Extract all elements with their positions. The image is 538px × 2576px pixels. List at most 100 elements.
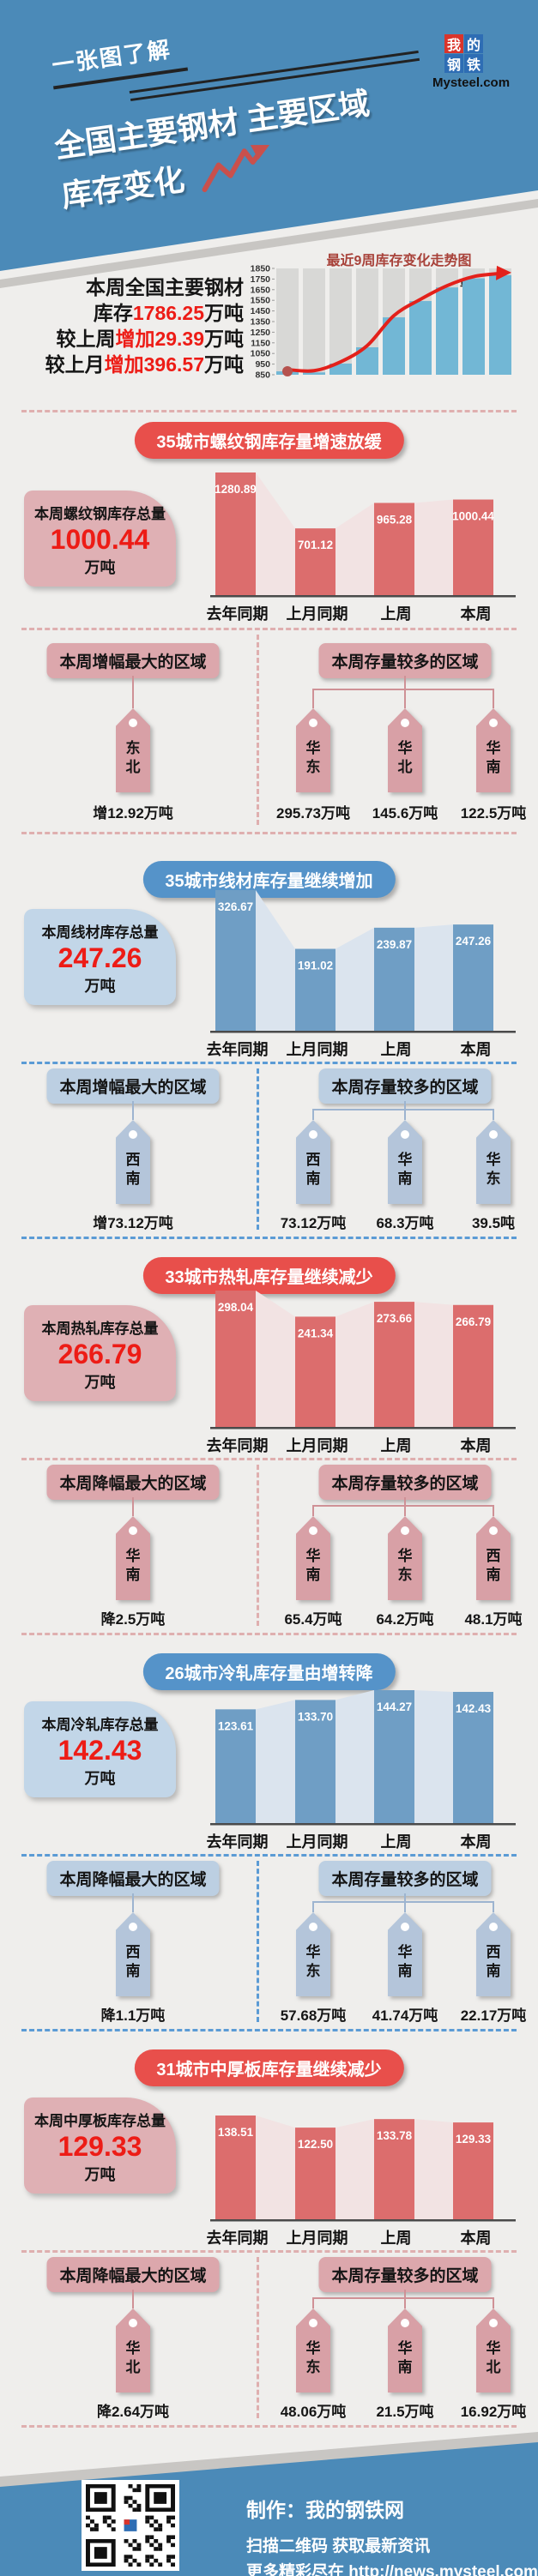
footer: 制作：我的钢铁网 扫描二维码 获取最新资讯 更多精彩尽在 http://news… bbox=[0, 2418, 538, 2576]
region-tag: 西南 bbox=[296, 1120, 330, 1204]
region-value: 48.06万吨 bbox=[280, 2404, 347, 2420]
svg-text:1050: 1050 bbox=[251, 349, 271, 359]
region-tag-shape: 华东 bbox=[296, 708, 330, 792]
footer-scan-hint: 扫描二维码 获取最新资讯 bbox=[246, 2537, 431, 2555]
svg-text:1250: 1250 bbox=[251, 328, 271, 338]
tags-area-separator bbox=[21, 2250, 517, 2253]
summary-line2: 库存1786.25万吨 bbox=[93, 302, 244, 324]
svg-text:1000.44: 1000.44 bbox=[452, 510, 494, 523]
region-tag-label: 华北 bbox=[125, 2340, 141, 2375]
connector-line bbox=[312, 1505, 314, 1516]
svg-text:191.02: 191.02 bbox=[298, 960, 333, 972]
tags-area-divider bbox=[257, 2257, 259, 2418]
section-bar-chart: 138.51 122.50 133.78 129.33 bbox=[210, 2116, 516, 2222]
svg-text:129.33: 129.33 bbox=[456, 2133, 492, 2146]
svg-text:138.51: 138.51 bbox=[218, 2126, 254, 2139]
total-card-title: 本周螺纹钢库存总量 bbox=[34, 506, 166, 522]
region-value: 21.5万吨 bbox=[376, 2404, 434, 2420]
region-tag-shape: 西南 bbox=[476, 1516, 511, 1600]
svg-text:950: 950 bbox=[255, 359, 270, 370]
svg-text:326.67: 326.67 bbox=[218, 900, 253, 913]
tag-hole bbox=[401, 719, 409, 727]
total-card: 本周冷轧库存总量 142.43 万吨 bbox=[24, 1701, 176, 1797]
section-header-pill: 26城市冷轧库存量由增转降 bbox=[142, 1653, 396, 1690]
connector-line bbox=[132, 2290, 134, 2308]
category-label: 本周 bbox=[460, 1041, 492, 1058]
tags-area-divider bbox=[257, 1465, 259, 1626]
section-bar-chart: 123.61 133.70 144.27 142.43 bbox=[210, 1690, 516, 1826]
region-tag-shape: 华南 bbox=[388, 1120, 422, 1204]
tags-area-divider bbox=[257, 1068, 259, 1230]
category-label: 去年同期 bbox=[206, 1041, 269, 1058]
section-hot-rolled: 33城市热轧库存量继续减少 本周热轧库存总量 266.79 万吨 298.04 241.3… bbox=[0, 1257, 538, 1638]
logo-char: 铁 bbox=[464, 54, 483, 73]
section-chart: 123.61 133.70 144.27 142.43 bbox=[209, 1668, 519, 1832]
svg-text:133.78: 133.78 bbox=[377, 2129, 413, 2142]
svg-text:144.27: 144.27 bbox=[377, 1700, 412, 1713]
svg-text:298.04: 298.04 bbox=[218, 1301, 254, 1314]
right-region-label: 本周存量较多的区域 bbox=[318, 1861, 492, 1896]
region-value: 48.1万吨 bbox=[464, 1611, 523, 1628]
svg-text:701.12: 701.12 bbox=[298, 539, 333, 551]
region-tag: 华东 bbox=[388, 1516, 422, 1600]
region-tag-shape: 华南 bbox=[296, 1516, 330, 1600]
region-value: 增12.92万吨 bbox=[93, 805, 173, 822]
tag-hole bbox=[401, 1130, 409, 1139]
section-bar-chart: 298.04 241.34 273.66 266.79 bbox=[210, 1291, 516, 1429]
tags-area-separator bbox=[21, 1854, 517, 1857]
trend-chart-title: 最近9周库存变化走势图 bbox=[326, 254, 472, 268]
connector-rail bbox=[312, 2297, 494, 2299]
region-tag: 华南 bbox=[476, 708, 511, 792]
total-card-value: 247.26 bbox=[57, 942, 142, 973]
svg-text:239.87: 239.87 bbox=[377, 938, 412, 951]
tags-area-separator bbox=[21, 628, 517, 630]
left-region-label: 本周增幅最大的区域 bbox=[46, 643, 220, 678]
connector-line bbox=[132, 1101, 134, 1120]
connector-line bbox=[493, 689, 494, 708]
tags-area-separator bbox=[21, 1062, 517, 1064]
section-header-pill: 35城市线材库存量继续增加 bbox=[142, 861, 396, 898]
tags-area-separator bbox=[21, 1633, 517, 1635]
category-label: 上月同期 bbox=[286, 2230, 348, 2247]
total-card-value: 266.79 bbox=[57, 1339, 142, 1369]
region-tag: 东北 bbox=[116, 708, 150, 792]
total-card-title: 本周中厚板库存总量 bbox=[34, 2113, 166, 2129]
connector-rail bbox=[312, 1505, 494, 1507]
trend-up-arrow-icon bbox=[202, 145, 270, 193]
region-tag: 华南 bbox=[296, 1516, 330, 1600]
svg-text:1850: 1850 bbox=[251, 264, 271, 274]
category-label: 本周 bbox=[460, 1437, 492, 1454]
region-tag: 华南 bbox=[388, 1120, 422, 1204]
qr-code-pattern bbox=[86, 2484, 175, 2567]
category-label: 本周 bbox=[460, 2230, 492, 2247]
region-tag-shape: 华北 bbox=[476, 2308, 511, 2392]
category-label: 去年同期 bbox=[206, 1833, 269, 1851]
tag-hole bbox=[489, 2319, 498, 2327]
section-header-pill: 31城市中厚板库存量继续减少 bbox=[134, 2049, 404, 2086]
region-tag-shape: 东北 bbox=[116, 708, 150, 792]
left-region-label: 本周增幅最大的区域 bbox=[46, 1068, 220, 1104]
connector-line bbox=[312, 1901, 314, 1912]
category-label: 上月同期 bbox=[286, 1437, 348, 1454]
total-card-value: 1000.44 bbox=[50, 524, 150, 555]
section-bar-chart: 326.67 191.02 239.87 247.26 bbox=[210, 890, 516, 1033]
region-tag-label: 西南 bbox=[486, 1548, 501, 1583]
svg-text:1650: 1650 bbox=[251, 285, 271, 295]
svg-text:1550: 1550 bbox=[251, 296, 271, 306]
region-tag: 华东 bbox=[476, 1120, 511, 1204]
left-region-label: 本周降幅最大的区域 bbox=[46, 1465, 220, 1500]
total-card-unit: 万吨 bbox=[84, 559, 116, 576]
tag-hole bbox=[309, 1923, 317, 1931]
region-tag-shape: 华南 bbox=[388, 2308, 422, 2392]
region-value: 65.4万吨 bbox=[284, 1611, 342, 1628]
section-bar-chart: 1280.89 701.12 965.28 1000.44 bbox=[210, 472, 516, 598]
section-chart: 298.04 241.34 273.66 266.79 bbox=[209, 1272, 519, 1435]
tags-area-separator bbox=[21, 2029, 517, 2031]
total-card-title: 本周热轧库存总量 bbox=[41, 1321, 159, 1337]
region-tag-shape: 西南 bbox=[296, 1120, 330, 1204]
tag-hole bbox=[401, 1526, 409, 1535]
connector-line bbox=[312, 689, 314, 708]
tag-hole bbox=[309, 1526, 317, 1535]
region-tag-shape: 华东 bbox=[476, 1120, 511, 1204]
